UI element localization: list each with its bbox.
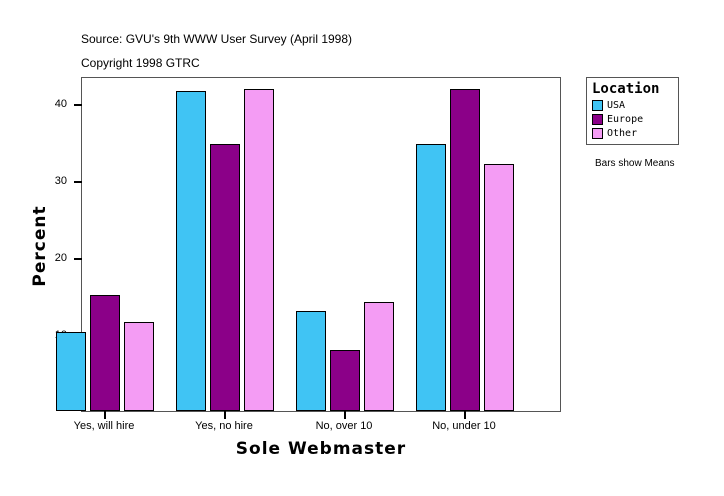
x-axis-title: Sole Webmaster bbox=[235, 439, 407, 459]
y-tick bbox=[74, 104, 82, 106]
legend: Location USA Europe Other bbox=[586, 77, 679, 145]
y-tick-label: 30 bbox=[54, 175, 67, 187]
bar-europe-0 bbox=[90, 294, 120, 411]
bar-other-2 bbox=[364, 301, 394, 411]
y-tick-label: 40 bbox=[54, 98, 67, 110]
x-tick-label: Yes, no hire bbox=[195, 420, 253, 432]
bar-europe-1 bbox=[210, 143, 240, 411]
x-tick bbox=[224, 411, 226, 419]
bar-usa-3 bbox=[416, 143, 446, 411]
y-tick-label: 20 bbox=[54, 252, 67, 264]
legend-label: Other bbox=[607, 127, 638, 139]
legend-label: USA bbox=[607, 99, 626, 111]
bar-europe-3 bbox=[450, 89, 480, 411]
x-tick bbox=[464, 411, 466, 419]
x-tick bbox=[344, 411, 346, 419]
legend-swatch bbox=[592, 127, 603, 139]
x-tick-label: No, over 10 bbox=[315, 420, 373, 432]
legend-label: Europe bbox=[607, 113, 644, 125]
plot-area: 10203040 bbox=[55, 77, 561, 419]
y-tick bbox=[74, 258, 82, 260]
x-tick-label: Yes, will hire bbox=[73, 420, 135, 432]
x-tick bbox=[104, 411, 106, 419]
legend-swatch bbox=[592, 99, 603, 111]
bar-other-3 bbox=[484, 163, 514, 411]
bar-other-0 bbox=[124, 321, 154, 411]
legend-swatch bbox=[592, 113, 603, 125]
bar-europe-2 bbox=[330, 350, 360, 411]
legend-item-europe: Europe bbox=[592, 112, 673, 126]
source-text: Source: GVU's 9th WWW User Survey (April… bbox=[81, 32, 353, 46]
bars-note: Bars show Means bbox=[595, 158, 675, 169]
legend-title: Location bbox=[592, 81, 660, 97]
bar-usa-2 bbox=[296, 310, 326, 411]
bar-usa-1 bbox=[176, 90, 206, 411]
y-tick bbox=[74, 181, 82, 183]
legend-item-other: Other bbox=[592, 126, 673, 140]
copyright-text: Copyright 1998 GTRC bbox=[81, 56, 200, 70]
legend-item-usa: USA bbox=[592, 98, 673, 112]
bar-other-1 bbox=[244, 89, 274, 411]
y-axis-title: Percent bbox=[30, 205, 50, 287]
x-tick-label: No, under 10 bbox=[432, 420, 496, 432]
bar-usa-0 bbox=[56, 331, 86, 411]
